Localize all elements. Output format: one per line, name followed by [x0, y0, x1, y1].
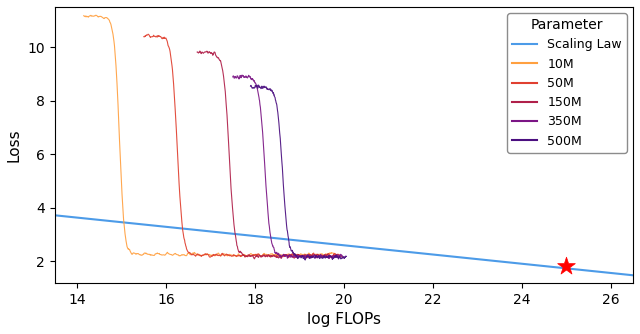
Legend: Scaling Law, 10M, 50M, 150M, 350M, 500M: Scaling Law, 10M, 50M, 150M, 350M, 500M	[507, 13, 627, 153]
Point	[561, 264, 572, 269]
Y-axis label: Loss: Loss	[7, 128, 22, 162]
X-axis label: log FLOPs: log FLOPs	[307, 312, 381, 327]
